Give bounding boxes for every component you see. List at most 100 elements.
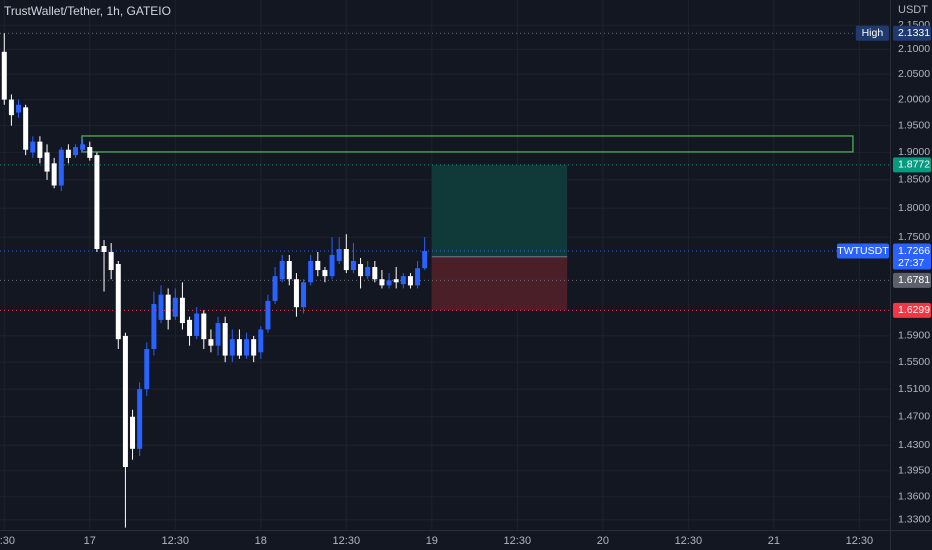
price-badge — [893, 25, 931, 41]
y-tick-label: 2.0000 — [898, 93, 930, 105]
currency: USDT — [898, 4, 928, 16]
candle-body — [279, 260, 285, 280]
price-badge — [893, 243, 931, 270]
candle-body — [236, 339, 242, 356]
candle-body — [372, 267, 378, 280]
candle-body — [415, 268, 421, 286]
candle-body — [165, 294, 171, 320]
candle-body — [350, 260, 356, 271]
candle-body — [215, 323, 221, 346]
candle-body — [151, 304, 157, 349]
candle-body — [94, 155, 100, 249]
candle-body — [51, 163, 57, 186]
price-badge-label: 1.6299 — [898, 304, 930, 316]
price-badge — [893, 272, 931, 288]
candle-body — [308, 260, 314, 283]
x-tick-label: 12:30 — [333, 535, 361, 547]
candle-body — [329, 254, 335, 277]
candle-body — [265, 300, 271, 330]
candle-body — [179, 297, 185, 324]
y-tick-label: 2.1000 — [898, 43, 930, 55]
price-badge — [893, 157, 931, 173]
candle-body — [422, 251, 428, 269]
candle-body — [407, 276, 413, 286]
y-tick-label: 1.7500 — [898, 231, 930, 243]
price-tag-label: TWTUSDT — [837, 245, 889, 257]
candle-body — [122, 335, 128, 468]
y-tick-label: 1.5100 — [898, 383, 930, 395]
y-tick-label: 1.9500 — [898, 119, 930, 131]
candle-body — [343, 248, 349, 271]
candle-body — [73, 147, 79, 156]
candle-body — [8, 99, 14, 116]
position-profit — [431, 164, 568, 257]
candle-body — [144, 348, 150, 390]
candle-body — [272, 276, 278, 301]
countdown: 27:37 — [898, 257, 924, 269]
price-badge-label: 2.1331 — [898, 27, 930, 39]
candle-body — [258, 329, 264, 353]
candle-body — [16, 104, 22, 113]
x-tick-label: 17 — [84, 535, 96, 547]
candle-body — [301, 282, 307, 308]
candle-body — [137, 389, 143, 449]
x-tick-label: 12:30 — [162, 535, 190, 547]
candle-body — [293, 279, 299, 308]
position-loss — [431, 256, 568, 311]
y-tick-label: 1.4700 — [898, 411, 930, 423]
candle-body — [201, 313, 207, 340]
price-badge-label: 1.7266 — [898, 245, 930, 257]
y-tick-label: 1.3300 — [898, 514, 930, 526]
x-tick-label: 20 — [597, 535, 609, 547]
candle-body — [44, 152, 50, 172]
candle-body — [322, 270, 328, 277]
y-tick-label: 1.3950 — [898, 465, 930, 477]
y-tick-label: 1.5500 — [898, 356, 930, 368]
price-tag — [855, 25, 889, 41]
candle-body — [187, 319, 193, 336]
candle-body — [172, 297, 178, 317]
y-tick-label: 1.5900 — [898, 330, 930, 342]
x-tick-label: 12:30 — [504, 535, 532, 547]
price-tag-label: High — [862, 27, 884, 39]
y-tick-label: 1.4300 — [898, 439, 930, 451]
y-tick-label: 1.8500 — [898, 174, 930, 186]
x-tick-label: 21 — [768, 535, 780, 547]
candle-body — [400, 276, 406, 285]
y-tick-label: 2.0500 — [898, 68, 930, 80]
price-badge — [893, 302, 931, 318]
price-badge-label: 1.6781 — [898, 274, 930, 286]
candle-body — [336, 248, 342, 261]
price-tag — [836, 243, 889, 259]
candle-body — [130, 416, 136, 449]
candle-body — [23, 107, 29, 150]
candle-body — [365, 267, 371, 277]
candle-body — [386, 280, 392, 286]
candle-body — [1, 51, 7, 100]
candle-body — [108, 251, 114, 271]
candle-body — [358, 263, 364, 277]
candle-body — [222, 323, 228, 356]
x-tick-label: 19 — [426, 535, 438, 547]
candle-body — [286, 260, 292, 280]
candle-body — [244, 339, 250, 356]
candle-body — [101, 246, 107, 252]
candle-body — [30, 141, 36, 153]
candle-body — [58, 149, 64, 186]
candle-body — [194, 313, 200, 336]
candle-body — [251, 339, 257, 356]
x-tick-label: 18 — [255, 535, 267, 547]
candle-body — [65, 149, 71, 158]
candle-body — [115, 263, 121, 340]
y-tick-label: 1.9000 — [898, 146, 930, 158]
price-badge-label: 1.8772 — [898, 159, 930, 171]
y-tick-label: 1.8000 — [898, 202, 930, 214]
plot — [0, 32, 890, 528]
candle-body — [315, 260, 321, 271]
candle-body — [158, 294, 164, 320]
candle-body — [229, 339, 235, 356]
candle-body — [37, 141, 43, 158]
y-tick-label: 1.3600 — [898, 491, 930, 503]
